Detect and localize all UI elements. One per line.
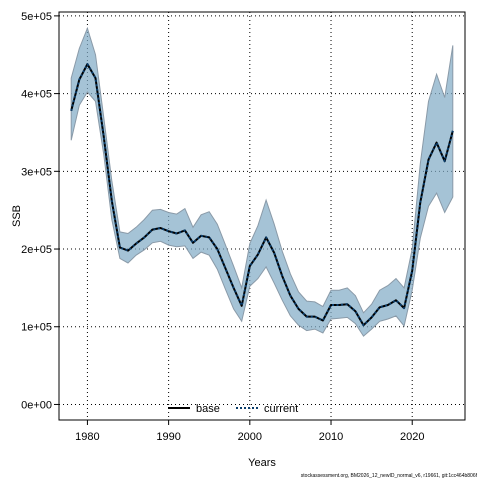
legend-current-label: current xyxy=(264,403,298,415)
y-tick-label: 1e+05 xyxy=(21,322,52,334)
x-tick-label: 1980 xyxy=(75,431,99,443)
plot-frame xyxy=(58,11,466,421)
legend: base current xyxy=(168,403,298,415)
y-axis-title: SSB xyxy=(11,205,23,227)
series-lines-layer xyxy=(70,63,454,327)
y-axis: 0e+00 1e+05 2e+05 3e+05 4e+05 5e+05 xyxy=(21,11,59,411)
y-tick-label: 4e+05 xyxy=(21,89,52,101)
y-tick-label: 3e+05 xyxy=(21,166,52,178)
x-axis: 1980 1990 2000 2010 2020 xyxy=(75,420,424,443)
x-tick-label: 2000 xyxy=(238,431,262,443)
x-tick-label: 2020 xyxy=(400,431,424,443)
legend-base-label: base xyxy=(196,403,220,415)
series-line-base xyxy=(70,63,454,327)
x-axis-title: Years xyxy=(248,457,276,469)
y-tick-label: 5e+05 xyxy=(21,11,52,23)
y-tick-label: 0e+00 xyxy=(21,399,52,411)
confidence-band-layer xyxy=(70,26,454,337)
x-tick-label: 2010 xyxy=(319,431,343,443)
confidence-band xyxy=(70,26,454,337)
grid-lines xyxy=(59,12,465,420)
y-tick-label: 2e+05 xyxy=(21,244,52,256)
x-tick-label: 1990 xyxy=(156,431,180,443)
footer-source: stockassessment.org, BM2026_12_newID_nor… xyxy=(301,473,478,479)
